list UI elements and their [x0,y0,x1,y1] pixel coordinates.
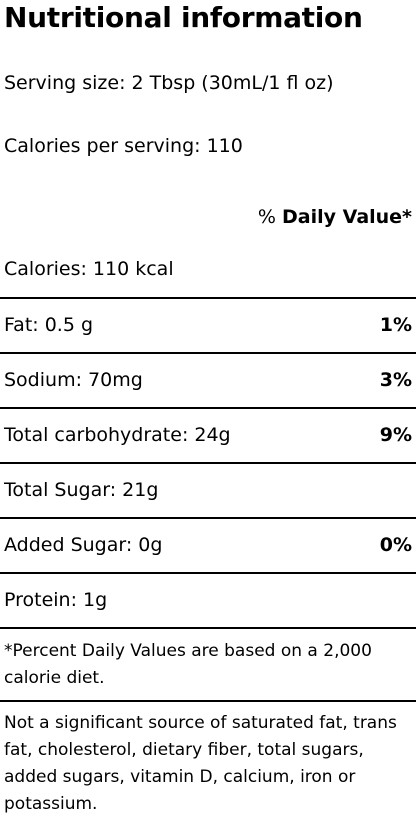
divider [0,297,416,299]
page-title: Nutritional information [4,1,363,34]
divider [0,572,416,574]
daily-value-header: % Daily Value* [258,204,412,230]
nutrient-percent: 9% [379,424,412,446]
nutrient-label: Total carbohydrate: 24g [4,424,231,446]
daily-value-label: Daily Value* [282,206,412,228]
nutrient-label: Total Sugar: 21g [4,479,159,501]
nutrient-label: Sodium: 70mg [4,369,143,391]
nutrient-percent: 1% [379,314,412,336]
disclaimer-text: Not a significant source of saturated fa… [4,713,397,814]
nutrient-label: Fat: 0.5 g [4,314,94,336]
divider [0,517,416,519]
daily-value-symbol: % [257,206,276,228]
nutrient-label: Added Sugar: 0g [4,534,163,556]
daily-value-footnote: *Percent Daily Values are based on a 2,0… [4,641,372,688]
nutrient-row-calories: Calories: 110 kcal [0,243,416,297]
divider [0,700,416,702]
nutrient-row-total-sugar: Total Sugar: 21g [0,464,416,518]
divider [0,627,416,629]
nutrient-row-added-sugar: Added Sugar: 0g 0% [0,519,416,573]
nutrient-percent: 0% [379,534,412,556]
nutrient-row-fat: Fat: 0.5 g 1% [0,299,416,353]
calories-per-serving: Calories per serving: 110 [4,135,243,157]
divider [0,407,416,409]
serving-size: Serving size: 2 Tbsp (30mL/1 fl oz) [4,72,334,94]
nutrient-label: Calories: 110 kcal [4,258,174,280]
nutrient-percent: 3% [379,369,412,391]
divider [0,462,416,464]
nutrient-label: Protein: 1g [4,589,108,611]
nutrient-row-sodium: Sodium: 70mg 3% [0,354,416,408]
nutrient-row-protein: Protein: 1g [0,574,416,628]
nutrient-row-carbohydrate: Total carbohydrate: 24g 9% [0,409,416,463]
divider [0,352,416,354]
